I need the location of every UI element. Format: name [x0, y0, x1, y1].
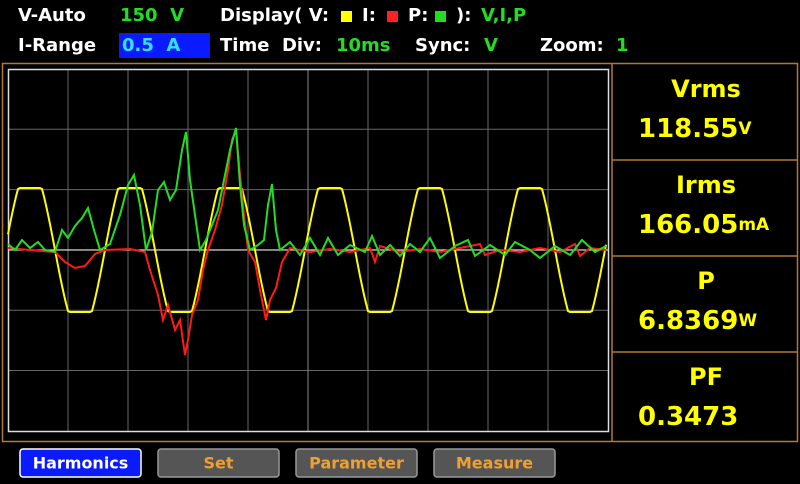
measure-value: 0.3473 — [638, 402, 738, 432]
display-label: Display( V: — [220, 5, 329, 26]
button[interactable] — [433, 448, 556, 478]
power-wave — [7, 127, 607, 260]
measure-number: 118.55 — [638, 114, 738, 144]
measure-name: Vrms — [671, 75, 741, 103]
measure-value: 118.55V — [638, 114, 752, 144]
measure-unit: mA — [738, 215, 770, 235]
measure-unit: W — [738, 311, 757, 331]
plot-frame — [7, 68, 610, 433]
i-range-box[interactable] — [119, 33, 210, 58]
i-swatch — [387, 11, 398, 22]
i-range-value[interactable]: 0.5 A — [122, 35, 180, 56]
outer-frame — [1, 62, 799, 443]
measure-unit: V — [738, 119, 752, 139]
button-label[interactable]: Set — [203, 454, 233, 473]
measure-name: Irms — [676, 171, 736, 199]
button-label[interactable]: Measure — [456, 454, 533, 473]
display-i: I: — [362, 5, 376, 26]
measure-number: 0.3473 — [638, 402, 738, 432]
button-bar: Harmonics Set Parameter Measure — [19, 448, 556, 478]
display-close: ): — [456, 5, 471, 26]
button-label[interactable]: Harmonics — [33, 454, 129, 473]
measure-number: 166.05 — [638, 210, 738, 240]
sync-label: Sync: — [415, 35, 470, 56]
i-range-label: I-Range — [18, 35, 96, 56]
voltage-wave — [7, 187, 607, 313]
measure-number: 6.8369 — [638, 306, 738, 336]
time-div-value: 10ms — [336, 35, 391, 56]
time-div-label: Time Div: — [220, 35, 322, 56]
measure-name: PF — [689, 363, 723, 391]
display-p: P: — [408, 5, 428, 26]
button[interactable] — [295, 448, 418, 478]
measurement-panel: Vrms 118.55V Irms 166.05mA P 6.8369W PF 0.3473 — [611, 64, 798, 441]
zoom-label: Zoom: — [540, 35, 604, 56]
v-range-label: V-Auto — [18, 5, 86, 26]
display-value: V,I,P — [481, 5, 526, 26]
measure-value: 6.8369W — [638, 306, 757, 336]
v-range-value: 150 V — [120, 5, 184, 26]
p-swatch — [435, 11, 446, 22]
sync-value: V — [484, 35, 498, 56]
button[interactable] — [157, 448, 280, 478]
button-label[interactable]: Parameter — [309, 454, 404, 473]
zoom-value: 1 — [616, 35, 629, 56]
button[interactable] — [19, 448, 142, 478]
v-swatch — [341, 11, 352, 22]
measure-value: 166.05mA — [638, 210, 770, 240]
measure-name: P — [697, 267, 715, 295]
